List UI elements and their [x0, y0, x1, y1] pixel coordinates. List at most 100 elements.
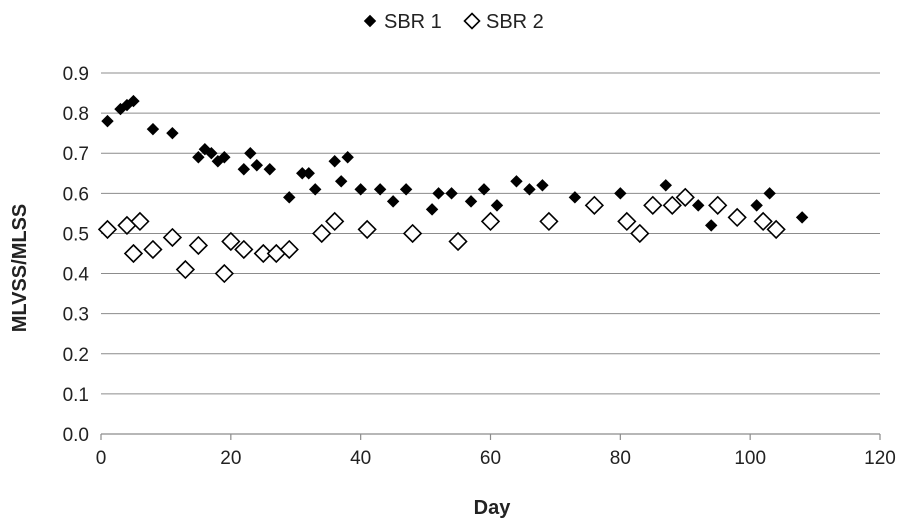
legend: SBR 1 SBR 2 — [363, 11, 544, 33]
data-point — [464, 195, 478, 208]
data-point — [386, 195, 400, 208]
data-point — [244, 147, 257, 160]
data-point — [692, 199, 705, 212]
data-point — [614, 187, 627, 200]
data-point — [568, 191, 582, 204]
data-point — [617, 211, 637, 232]
data-point — [334, 175, 348, 188]
data-point — [662, 195, 682, 215]
data-point — [490, 199, 504, 212]
x-tick-label: 20 — [220, 448, 241, 469]
data-point — [445, 187, 458, 200]
data-point — [166, 126, 179, 140]
data-point — [727, 207, 747, 228]
data-point — [705, 219, 718, 232]
data-point — [127, 94, 140, 108]
legend-item-sbr2: SBR 2 — [463, 11, 544, 33]
x-tick-label: 120 — [864, 448, 896, 469]
data-point — [766, 219, 786, 240]
data-point — [539, 211, 559, 232]
x-tick-label: 0 — [96, 448, 107, 469]
data-point — [146, 122, 160, 136]
legend-item-sbr1: SBR 1 — [363, 11, 442, 33]
data-point — [283, 191, 296, 204]
x-axis-title: Day — [474, 497, 512, 519]
data-point — [101, 114, 114, 128]
data-point — [584, 195, 604, 215]
y-tick-label: 0.4 — [63, 265, 90, 286]
data-point — [205, 147, 218, 160]
data-point — [399, 183, 413, 196]
y-tick-label: 0.0 — [63, 425, 89, 446]
data-point — [357, 219, 377, 240]
data-point — [341, 151, 354, 164]
data-point — [643, 195, 663, 215]
data-point — [130, 211, 150, 232]
data-point — [325, 211, 345, 232]
data-point — [432, 187, 445, 200]
data-point — [253, 243, 273, 264]
x-tick-label: 100 — [734, 448, 766, 469]
legend-marker-sbr2 — [463, 12, 481, 30]
data-point — [162, 227, 183, 248]
data-point — [477, 183, 491, 196]
data-point — [795, 211, 809, 224]
legend-marker-sbr1 — [363, 14, 377, 28]
data-point — [480, 211, 501, 232]
data-point — [218, 151, 231, 164]
x-tick-label: 60 — [480, 448, 501, 469]
data-point — [536, 179, 549, 192]
data-point — [630, 223, 650, 244]
axes — [100, 433, 881, 440]
data-points — [97, 94, 809, 284]
y-tick-label: 0.2 — [63, 345, 89, 366]
y-axis-title: MLVSS/MLSS — [9, 204, 31, 333]
data-point — [221, 231, 241, 252]
data-point — [250, 159, 264, 172]
data-point — [302, 167, 315, 180]
data-point — [354, 183, 367, 196]
data-point — [143, 239, 163, 260]
series-sbr-1 — [101, 94, 809, 232]
data-point — [328, 155, 341, 168]
y-tick-label: 0.9 — [63, 64, 89, 85]
y-tick-label: 0.3 — [63, 305, 89, 326]
data-point — [523, 183, 536, 196]
y-tick-label: 0.5 — [63, 224, 89, 245]
gridlines — [101, 72, 880, 395]
data-point — [192, 151, 205, 164]
data-point — [425, 203, 439, 216]
x-tick-labels: 0 20 40 60 80 100 120 — [96, 448, 896, 469]
data-point — [214, 263, 234, 284]
legend-label-sbr1: SBR 1 — [384, 11, 442, 33]
data-point — [312, 223, 332, 244]
data-point — [448, 231, 468, 252]
data-point — [123, 243, 144, 264]
data-point — [659, 179, 672, 192]
data-point — [237, 163, 251, 176]
data-point — [753, 211, 773, 232]
x-tick-label: 40 — [350, 448, 371, 469]
y-tick-label: 0.1 — [63, 385, 89, 406]
data-point — [373, 183, 387, 196]
y-tick-label: 0.8 — [63, 104, 89, 125]
data-point — [750, 199, 763, 212]
data-point — [763, 187, 776, 200]
y-tick-label: 0.6 — [63, 184, 89, 205]
data-point — [279, 239, 299, 260]
data-point — [402, 223, 423, 244]
data-point — [175, 259, 196, 280]
data-point — [188, 235, 209, 256]
legend-label-sbr2: SBR 2 — [486, 11, 544, 33]
data-point — [510, 175, 523, 188]
data-point — [309, 183, 322, 196]
data-point — [675, 187, 695, 207]
y-tick-label: 0.7 — [63, 144, 89, 165]
data-point — [198, 143, 212, 156]
data-point — [97, 219, 118, 240]
series-sbr-2 — [97, 187, 786, 284]
data-point — [708, 195, 728, 215]
data-point — [234, 239, 254, 260]
data-point — [263, 163, 276, 176]
